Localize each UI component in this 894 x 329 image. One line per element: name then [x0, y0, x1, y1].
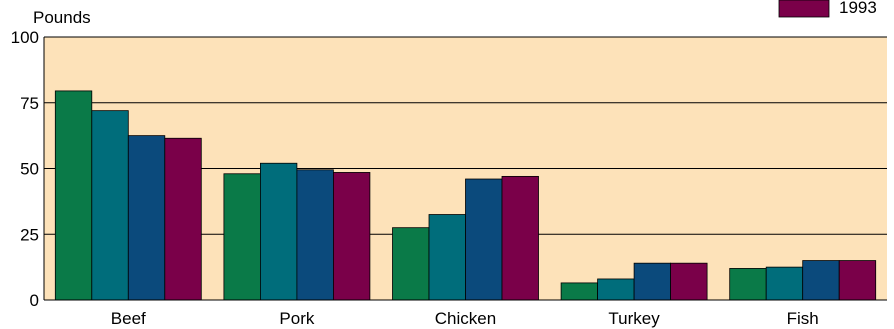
- legend-label-1993: 1993: [839, 0, 877, 17]
- bar-pork-series-3: [296, 169, 334, 301]
- y-tick-label-50: 50: [20, 160, 39, 179]
- x-tick-label-turkey: Turkey: [608, 309, 660, 328]
- bars: [54, 90, 877, 301]
- y-tick-label-0: 0: [30, 291, 39, 310]
- y-tick-labels: 0 25 50 75 100: [11, 28, 39, 310]
- bar-beef-series-3: [127, 135, 166, 301]
- bar-chicken-series-2: [428, 214, 466, 301]
- bar-fish-series-4: [838, 260, 877, 301]
- bar-beef-series-1: [54, 90, 93, 301]
- bar-turkey-series-1: [560, 282, 598, 301]
- bar-chicken-series-3: [465, 178, 503, 301]
- x-tick-label-fish: Fish: [787, 309, 819, 328]
- x-tick-label-pork: Pork: [279, 309, 314, 328]
- legend-swatch-1993: [778, 0, 830, 18]
- bar-beef-series-2: [91, 110, 129, 301]
- bar-fish-series-3: [802, 260, 840, 301]
- bar-chicken-series-4: [501, 175, 539, 301]
- y-tick-label-100: 100: [11, 28, 39, 47]
- bar-turkey-series-2: [597, 278, 635, 301]
- legend: 1993: [778, 0, 877, 18]
- bar-turkey-series-3: [633, 262, 671, 301]
- bar-turkey-series-4: [670, 262, 708, 301]
- bar-beef-series-4: [164, 137, 202, 301]
- bar-pork-series-4: [332, 172, 371, 301]
- x-tick-label-beef: Beef: [111, 309, 146, 328]
- bar-pork-series-1: [223, 173, 261, 301]
- bar-chicken-series-1: [392, 227, 430, 301]
- bar-fish-series-2: [765, 266, 804, 301]
- x-tick-label-chicken: Chicken: [435, 309, 496, 328]
- y-axis-label: Pounds: [33, 8, 91, 27]
- bar-pork-series-2: [259, 162, 298, 301]
- y-tick-label-25: 25: [20, 225, 39, 244]
- x-tick-labels: Beef Pork Chicken Turkey Fish: [111, 309, 819, 328]
- y-tick-label-75: 75: [20, 94, 39, 113]
- bar-fish-series-1: [729, 268, 767, 301]
